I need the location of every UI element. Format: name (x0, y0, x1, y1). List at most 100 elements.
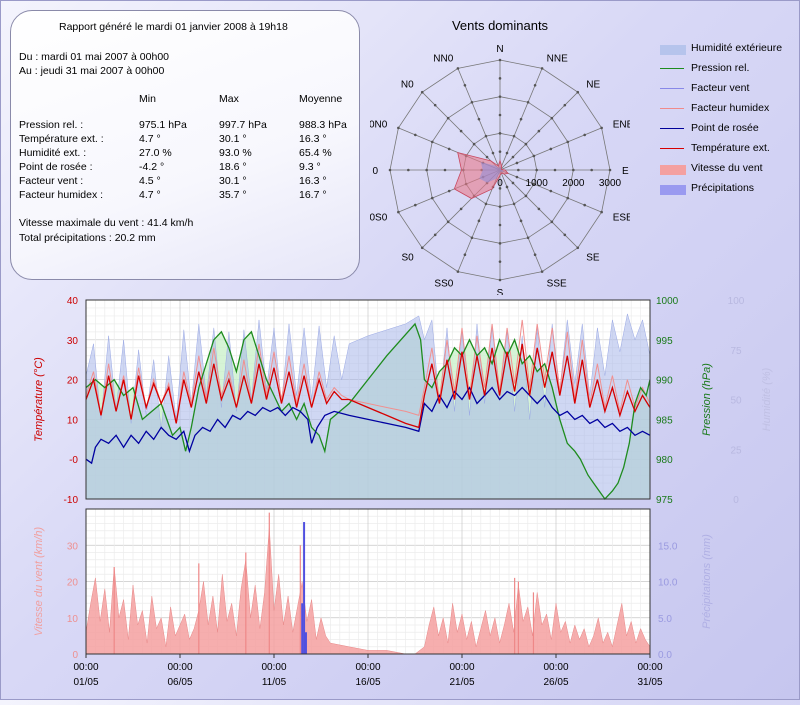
rose-tick (563, 103, 567, 107)
rose-tick (608, 168, 612, 172)
legend-label: Point de rosée (691, 122, 759, 134)
rose-tick (537, 129, 541, 133)
report-row-max: 30.1 ° (219, 133, 247, 145)
report-row-label: Humidité ext. : (19, 147, 87, 159)
pressure-tick: 980 (656, 455, 673, 466)
rose-direction-label: N0 (401, 80, 414, 91)
rose-direction-label: NN0 (433, 53, 453, 64)
report-row-min: 4.7 ° (139, 133, 161, 145)
rose-tick (553, 168, 557, 172)
rose-tick (498, 95, 502, 98)
precip-tick: 15.0 (658, 541, 678, 552)
rose-tick (498, 260, 502, 263)
temp-tick: 20 (67, 376, 79, 387)
rose-tick (576, 246, 580, 250)
report-row-max: 93.0 % (219, 147, 252, 159)
rose-tick (484, 134, 488, 138)
precip-bar (304, 632, 307, 654)
rose-tick (532, 154, 536, 158)
report-row-min: 4.5 ° (139, 175, 161, 187)
x-tick-time: 00:00 (261, 662, 286, 673)
report-row-max: 30.1 ° (219, 175, 247, 187)
rose-tick (470, 236, 474, 240)
legend-swatch (660, 108, 684, 109)
rose-tick (550, 220, 554, 224)
rose-tick (533, 253, 537, 256)
rose-tick (519, 219, 523, 223)
rose-tick (576, 90, 580, 94)
rose-tick (388, 168, 392, 172)
rose-tick (456, 67, 460, 70)
rose-tick (540, 67, 544, 70)
x-tick-time: 00:00 (637, 662, 662, 673)
rose-tick (472, 142, 476, 146)
report-row-max: 997.7 hPa (219, 119, 267, 131)
pressure-tick: 985 (656, 415, 673, 426)
rose-tick (459, 129, 463, 133)
precip-axis-title: Précipitations (mm) (701, 534, 713, 629)
x-tick-date: 21/05 (449, 677, 474, 688)
rose-tick (533, 84, 537, 87)
rose-tick (430, 196, 434, 200)
wind-rose-svg: Vents dominants N NNE NE ENE E ESE SE SSE S SS0 S0 0… (369, 18, 634, 299)
report-row-max: 18.6 ° (219, 161, 247, 173)
temp-tick: 40 (67, 296, 79, 307)
rose-tick (583, 203, 586, 207)
rose-tick (549, 189, 553, 193)
rose-tick (524, 142, 528, 146)
rose-tick (498, 58, 502, 62)
wind-area (85, 527, 651, 655)
temp-tick: -0 (69, 455, 78, 466)
rose-tick (498, 113, 502, 117)
pressure-tick: 995 (656, 336, 673, 347)
rose-radial-tick: 2000 (562, 178, 585, 189)
pressure-tick: 990 (656, 376, 673, 387)
humidity-tick: 75 (730, 346, 742, 357)
rose-direction-label: 0N0 (370, 119, 388, 130)
rose-tick (498, 223, 502, 227)
x-tick-date: 11/05 (262, 677, 287, 688)
rose-tick (498, 242, 502, 245)
rose-tick (572, 168, 575, 172)
x-tick-date: 26/05 (543, 677, 568, 688)
rose-tick (600, 210, 603, 214)
rose-tick (498, 150, 502, 153)
time-series-charts: 40 30 20 10 -0 -10 1000 995 990 985 980 975 100 75 50 2… (0, 290, 800, 700)
rose-tick (515, 175, 519, 179)
rose-tick (463, 84, 467, 87)
precip-tick: 0.0 (658, 650, 672, 661)
precip-tick: 5.0 (658, 614, 672, 625)
report-row-avg: 65.4 % (299, 147, 332, 159)
pressure-tick: 1000 (656, 296, 679, 307)
rose-tick (535, 168, 538, 172)
legend-swatch (660, 165, 686, 175)
pressure-line (85, 322, 651, 501)
legend-label: Facteur vent (691, 82, 750, 94)
humidity-tick: 100 (728, 296, 745, 307)
legend-label: Humidité extérieure (691, 42, 783, 54)
rose-tick (563, 233, 567, 237)
legend-swatch (660, 68, 684, 69)
wind-axis-title: Vitesse du vent (km/h) (33, 527, 45, 637)
report-generated: Rapport généré le mardi 01 janvier 2008 … (59, 21, 288, 33)
humidity-tick: 25 (730, 445, 742, 456)
rose-direction-label: 0 (372, 166, 378, 177)
x-tick-date: 01/05 (73, 677, 98, 688)
rose-direction-label: S (497, 288, 504, 295)
temperature-line (85, 343, 651, 429)
rose-tick (463, 253, 467, 256)
rose-tick (583, 133, 586, 137)
col-min-header: Min (139, 93, 156, 105)
rose-tick (485, 155, 489, 159)
rose-tick (566, 140, 570, 144)
rose-direction-label: ENE (613, 119, 630, 130)
report-row-label: Facteur vent : (19, 175, 84, 187)
temp-tick: 30 (67, 336, 79, 347)
rose-tick (498, 132, 502, 135)
report-row-max: 35.7 ° (219, 189, 247, 201)
rose-tick (566, 196, 570, 200)
report-max-wind: Vitesse maximale du vent : 41.4 km/h (19, 217, 194, 229)
rose-tick (414, 133, 417, 137)
report-to: Au : jeudi 31 mai 2007 à 00h00 (19, 65, 165, 77)
rose-tick (526, 100, 530, 104)
